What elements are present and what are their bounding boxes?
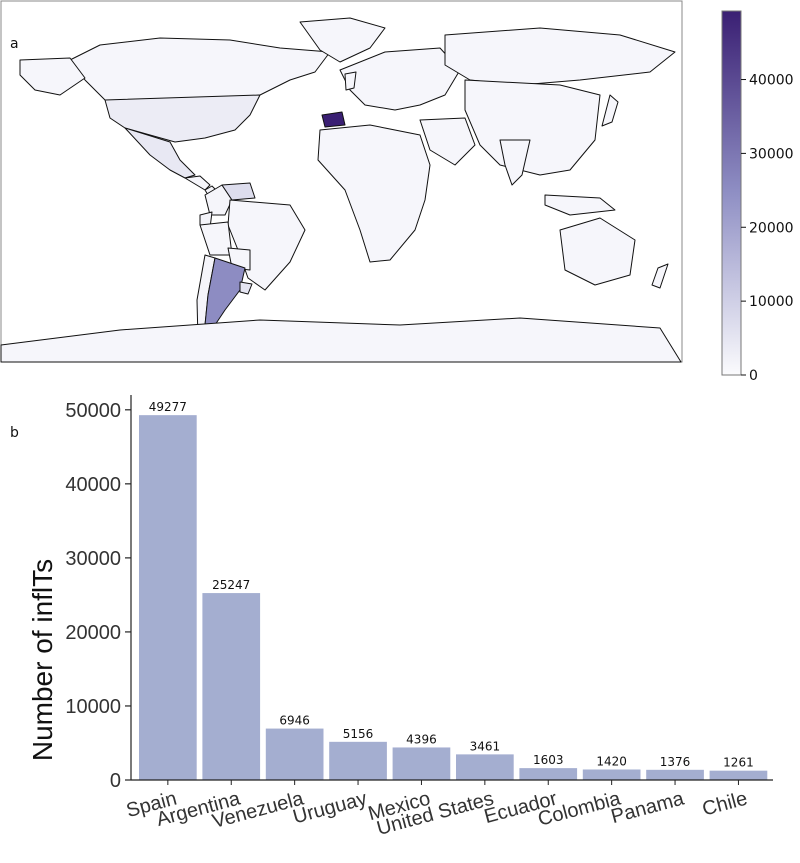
bar-value-label: 49277 — [149, 400, 187, 414]
colorbar-tick-label: 0 — [749, 368, 758, 384]
panel-b-label: b — [10, 425, 19, 441]
map-region-uk — [344, 71, 357, 91]
bar-value-label: 1603 — [533, 753, 564, 767]
map-region-central-america — [184, 175, 211, 191]
bar-venezuela — [265, 728, 324, 780]
bar-value-label: 6946 — [279, 714, 310, 728]
y-tick-label: 30000 — [65, 548, 121, 570]
map-region-greenland — [299, 17, 386, 63]
bar-spain — [139, 415, 197, 780]
map-region-europe — [339, 47, 461, 111]
colorbar: 0 10000 20000 30000 40000 — [721, 10, 794, 384]
map-region-new-zealand — [651, 263, 669, 289]
bar-mexico — [392, 747, 451, 780]
map-region-middle-east — [419, 117, 476, 166]
colorbar-tick-label: 40000 — [749, 73, 794, 89]
bar-colombia — [582, 769, 641, 780]
map-region-australia — [559, 217, 636, 286]
map-region-colombia — [204, 184, 233, 216]
map-region-indonesia — [544, 194, 616, 216]
bar-value-label: 3461 — [470, 739, 501, 753]
map-region-alaska — [19, 57, 86, 96]
bar-united-states — [456, 754, 514, 780]
x-tick-label: United States — [374, 788, 496, 840]
bar-uruguay — [329, 741, 387, 780]
map-region-russia — [444, 27, 676, 86]
y-tick-label: 10000 — [65, 696, 121, 718]
y-axis-label: Number of inflTs — [27, 559, 58, 761]
bar-argentina — [202, 593, 261, 780]
map-region-united-states — [104, 94, 261, 143]
bar-value-label: 1261 — [723, 756, 754, 770]
map-region-asia — [464, 79, 601, 176]
bar-chart: Number of inflTs 0 10000 20000 30000 40000 50… — [27, 395, 773, 840]
panel-a-label: a — [10, 36, 19, 52]
bar-value-label: 4396 — [406, 732, 437, 746]
colorbar-tick-label: 20000 — [749, 220, 794, 236]
map-region-canada — [69, 37, 331, 101]
bar-panama — [646, 769, 704, 780]
y-tick-label: 0 — [110, 770, 121, 792]
y-tick-label: 20000 — [65, 622, 121, 644]
map-region-mexico — [124, 127, 196, 179]
colorbar-tick-label: 30000 — [749, 146, 794, 162]
bar-chile — [709, 770, 768, 780]
bar-value-label: 25247 — [212, 578, 250, 592]
bar-value-label: 1376 — [660, 755, 691, 769]
world-map — [0, 0, 683, 363]
map-region-uruguay — [239, 281, 253, 295]
map-region-japan — [601, 94, 619, 127]
map-region-venezuela — [221, 182, 256, 201]
map-region-spain — [321, 111, 346, 128]
y-tick-label: 50000 — [65, 400, 121, 422]
map-region-peru — [199, 221, 233, 256]
bar-value-label: 1420 — [596, 754, 627, 768]
map-region-india — [499, 139, 531, 186]
x-tick-label: Chile — [700, 788, 750, 821]
map-region-africa — [317, 124, 431, 263]
x-tick-label: Uruguay — [291, 788, 370, 829]
bar-value-label: 5156 — [343, 727, 374, 741]
colorbar-tick-label: 10000 — [749, 294, 794, 310]
x-tick-label: Panama — [609, 787, 687, 828]
map-region-antarctica — [0, 317, 682, 363]
map-region-argentina — [204, 257, 246, 326]
bar-ecuador — [519, 768, 578, 780]
colorbar-gradient — [721, 10, 742, 376]
y-tick-label: 40000 — [65, 474, 121, 496]
